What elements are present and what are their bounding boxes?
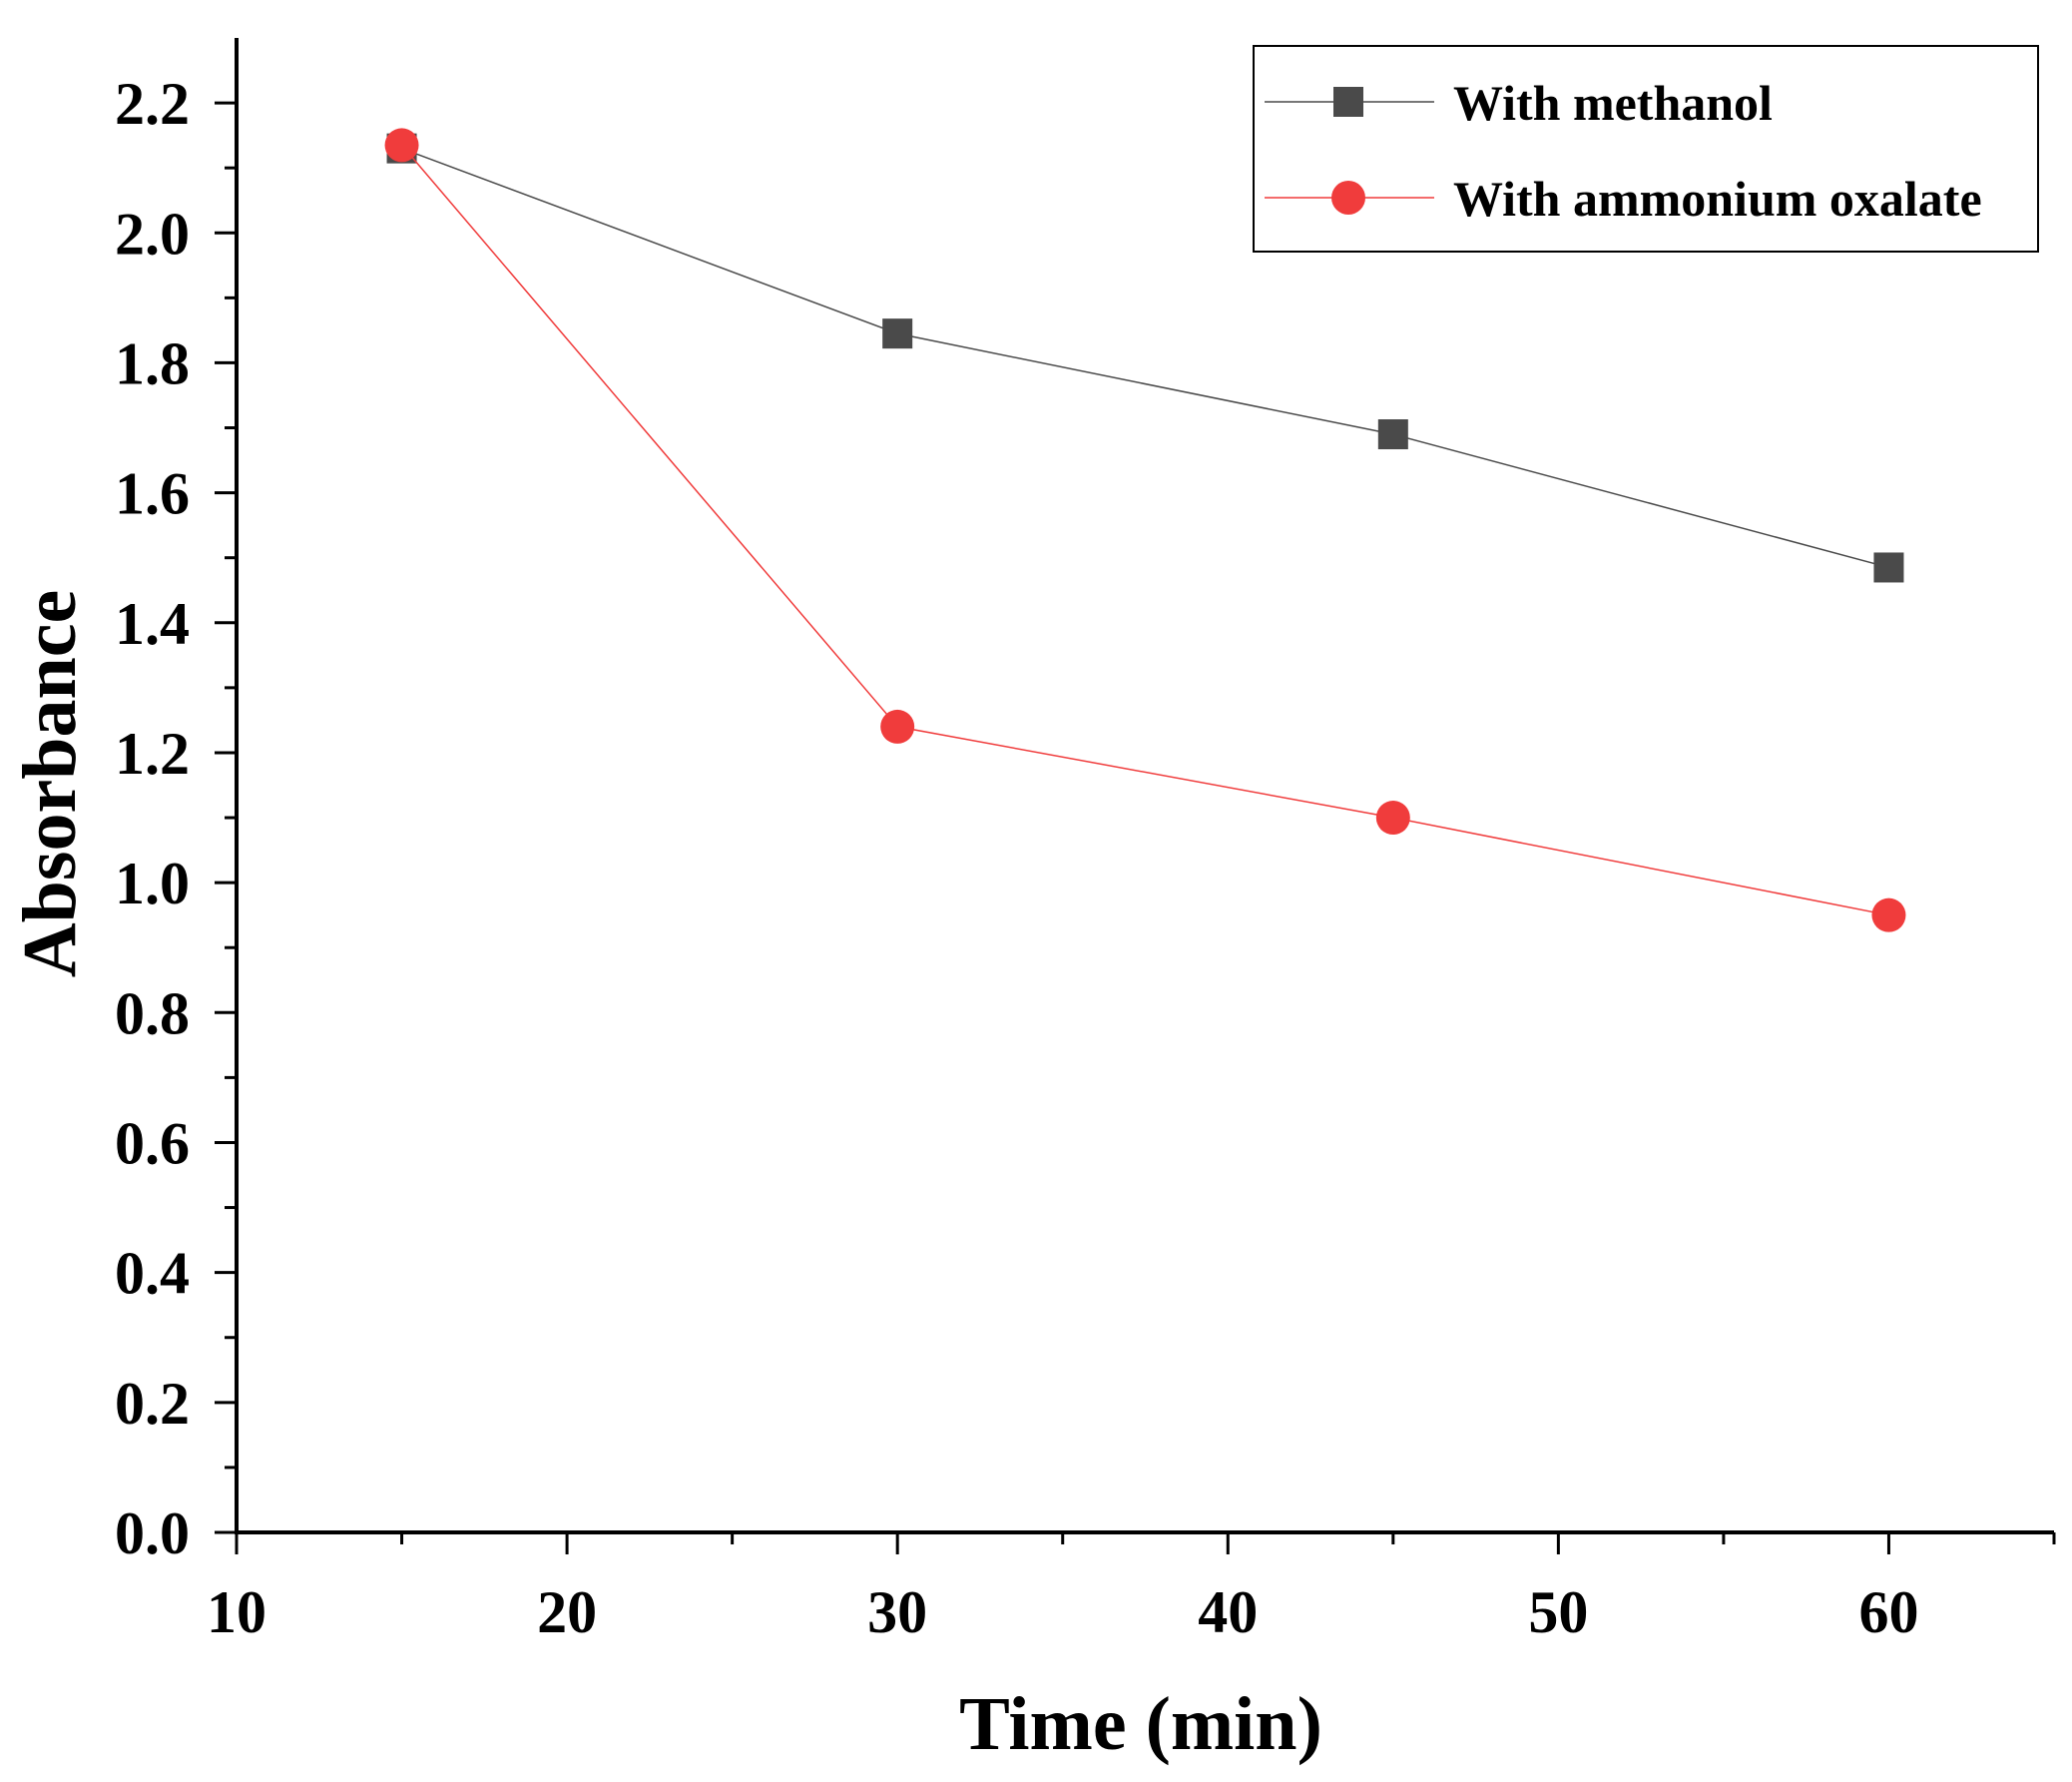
legend-label-ammonium-oxalate: With ammonium oxalate	[1453, 171, 1982, 227]
series-line	[401, 147, 1889, 569]
axes	[235, 38, 2054, 1534]
y-tick-label: 1.6	[115, 461, 190, 527]
y-tick-label: 0.8	[115, 980, 190, 1046]
y-tick-label: 0.4	[115, 1241, 190, 1307]
legend: With methanol With ammonium oxalate	[1253, 45, 2039, 253]
y-tick-label: 0.0	[115, 1500, 190, 1566]
legend-marker-ammonium-oxalate	[1331, 181, 1365, 215]
data-point	[1377, 419, 1408, 450]
x-tick-label: 40	[1198, 1579, 1258, 1645]
data-point	[882, 318, 913, 349]
legend-marker-methanol	[1333, 87, 1363, 117]
data-point	[1871, 897, 1906, 932]
x-tick-label: 60	[1858, 1579, 1918, 1645]
series-ammonium-oxalate	[384, 128, 1906, 932]
y-tick-label: 1.2	[115, 721, 190, 787]
y-tick-label: 1.8	[115, 330, 190, 396]
plot-series	[384, 128, 1906, 932]
y-tick-label: 2.2	[115, 71, 190, 137]
y-tick-label: 1.0	[115, 851, 190, 916]
x-tick-label: 20	[537, 1579, 597, 1645]
x-axis-ticks: 10 20 30 40 50 60	[207, 1532, 2056, 1645]
x-axis-title: Time (min)	[959, 1682, 1322, 1766]
x-tick-label: 50	[1528, 1579, 1588, 1645]
series-line	[400, 144, 1889, 916]
data-point	[880, 709, 915, 744]
legend-box	[1253, 45, 2039, 253]
data-point	[384, 128, 419, 163]
data-point	[1873, 552, 1904, 583]
y-axis-title: Absorbance	[8, 590, 92, 977]
y-tick-label: 2.0	[115, 201, 190, 267]
y-tick-label: 0.2	[115, 1371, 190, 1437]
x-tick-label: 10	[207, 1579, 266, 1645]
y-tick-label: 1.4	[115, 591, 190, 657]
x-tick-label: 30	[867, 1579, 927, 1645]
y-tick-label: 0.6	[115, 1110, 190, 1176]
legend-label-methanol: With methanol	[1453, 75, 1773, 131]
data-point	[1375, 801, 1410, 836]
y-axis-ticks: 0.0 0.2 0.4 0.6 0.8 1.0 1.2 1.4 1.6 1.8 2.0 2.2	[115, 71, 237, 1566]
